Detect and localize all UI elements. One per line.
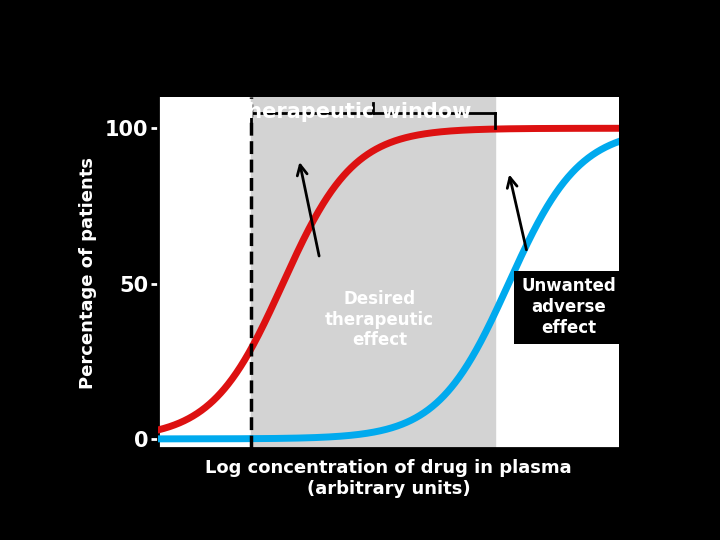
Text: Therapeutic window: Therapeutic window: [233, 102, 471, 122]
Text: Desired
therapeutic
effect: Desired therapeutic effect: [325, 290, 434, 349]
Y-axis label: Percentage of patients: Percentage of patients: [79, 157, 97, 389]
Bar: [251, 97, 495, 448]
Text: Unwanted
adverse
effect: Unwanted adverse effect: [521, 278, 616, 337]
X-axis label: Log concentration of drug in plasma
(arbitrary units): Log concentration of drug in plasma (arb…: [205, 460, 572, 498]
